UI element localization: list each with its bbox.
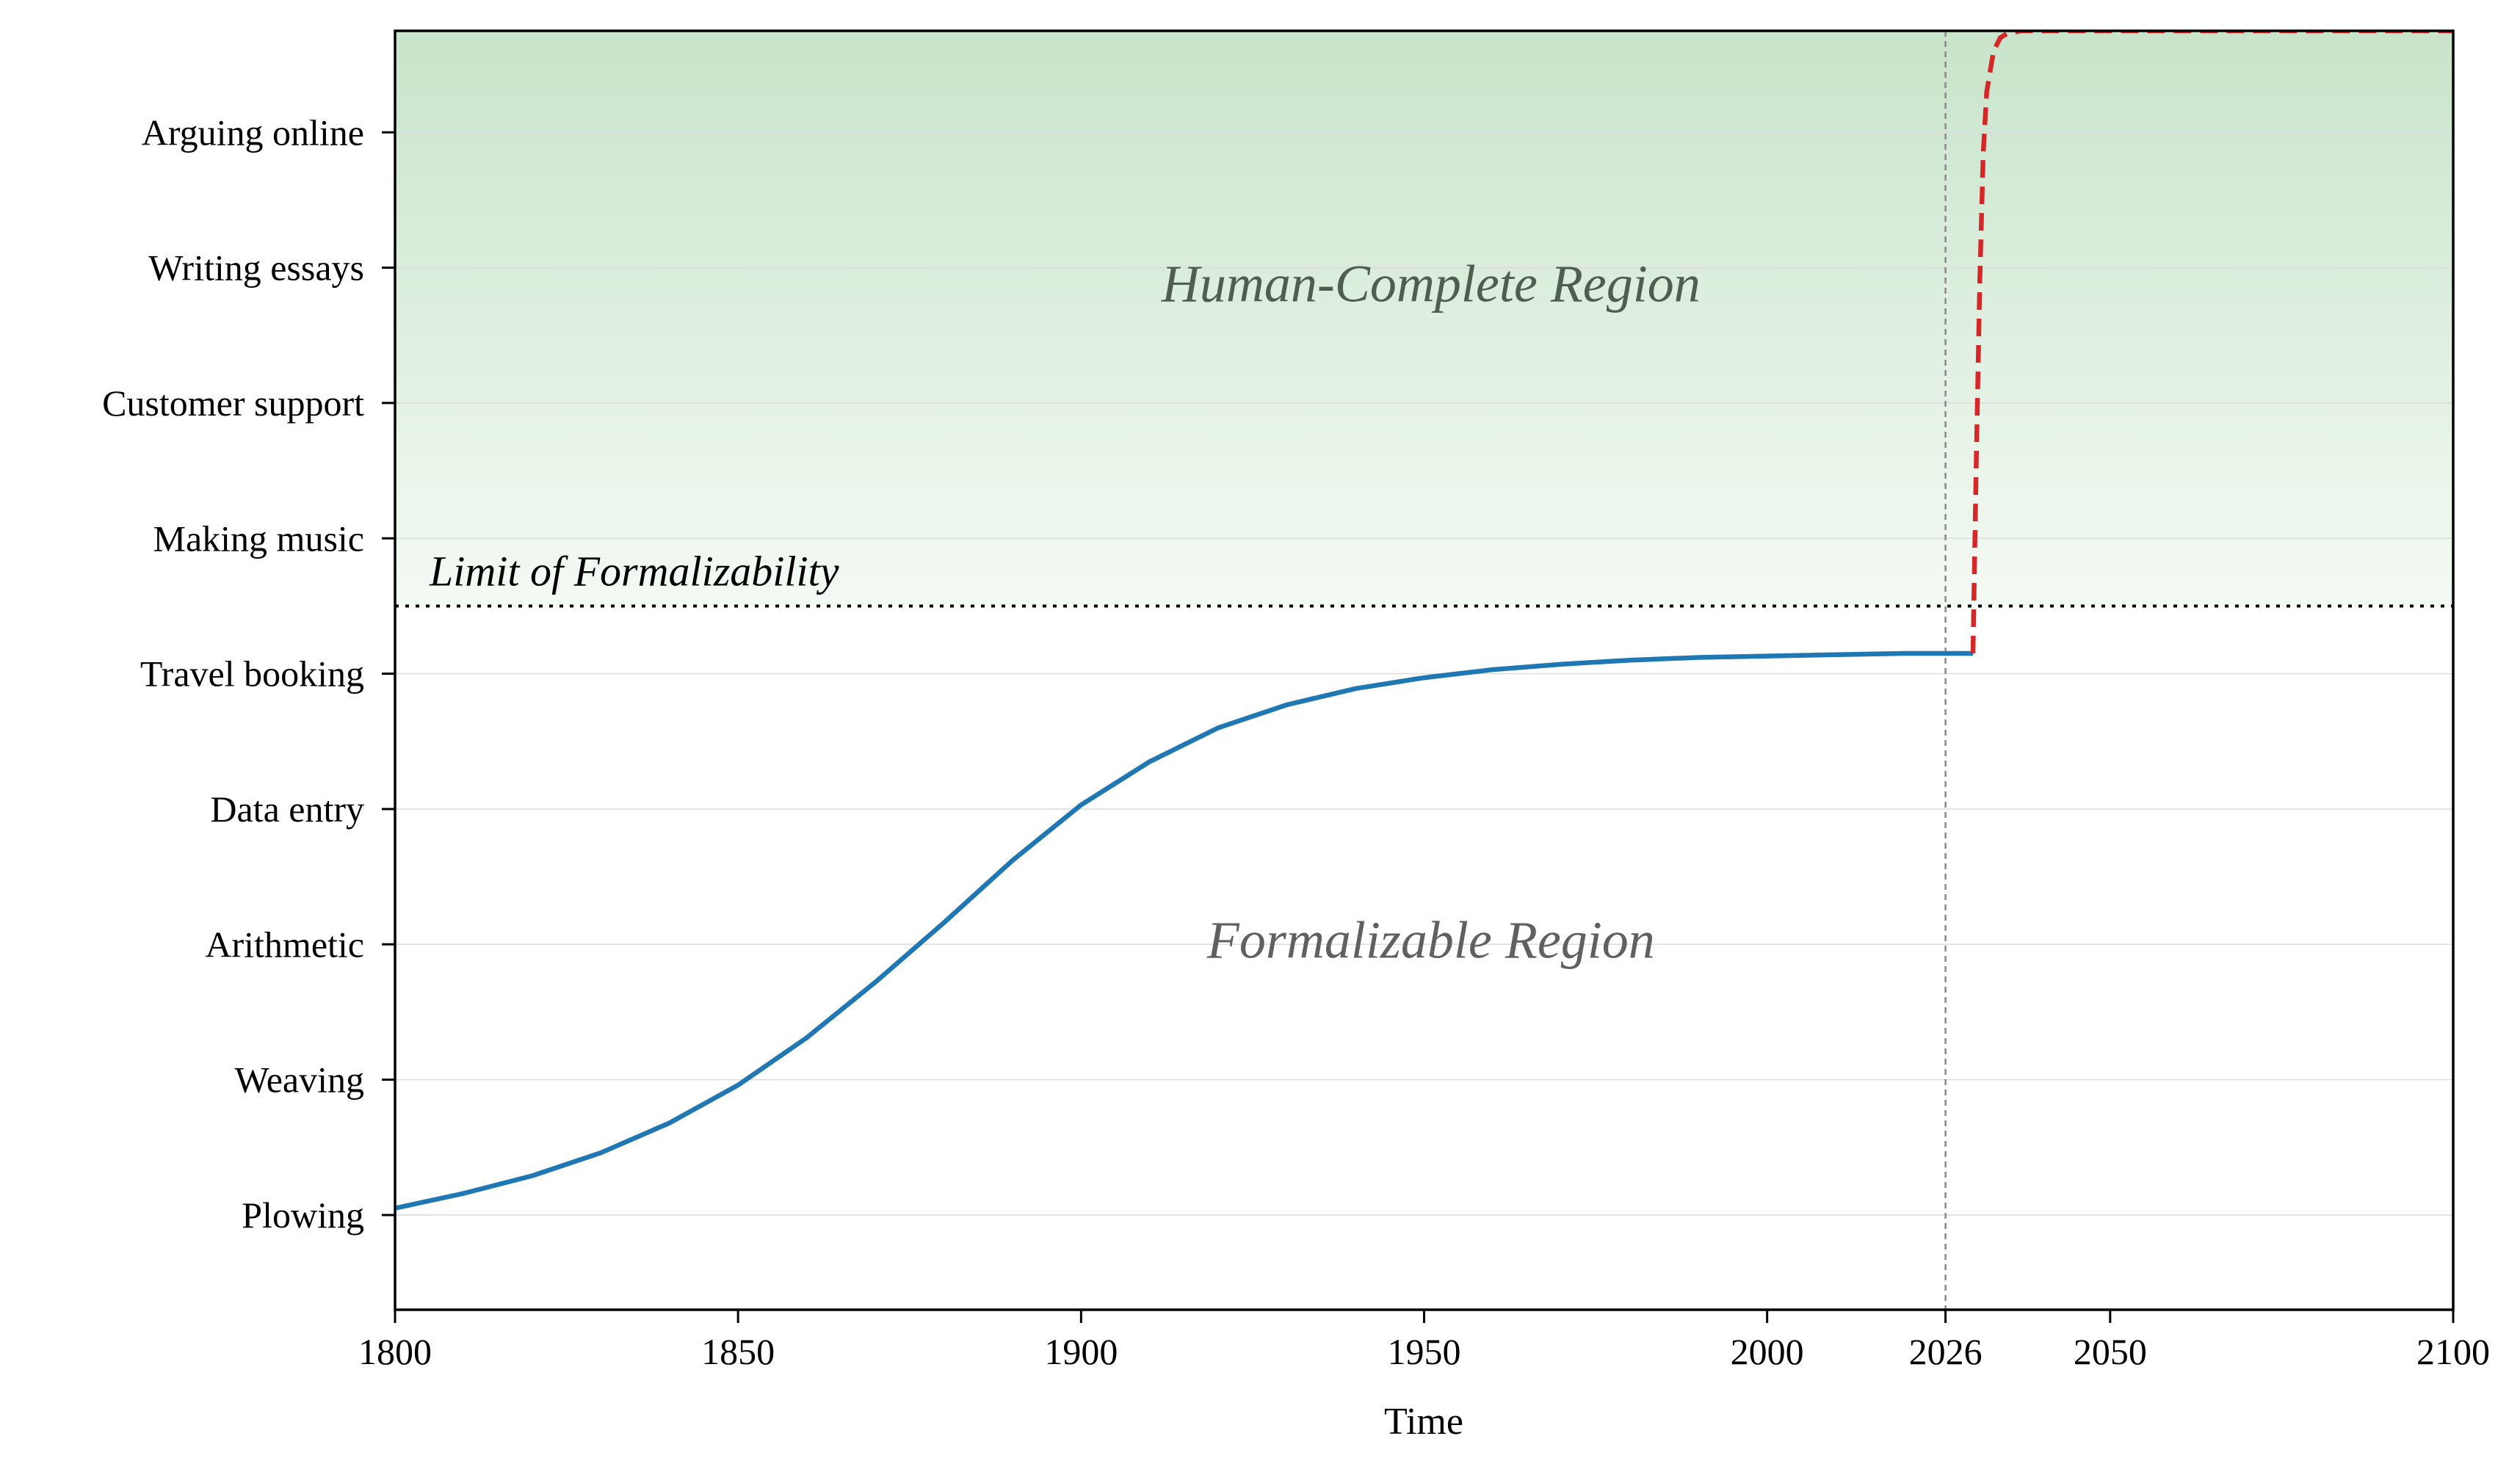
limit-of-formalizability-label: Limit of Formalizability	[429, 547, 839, 595]
x-axis: 1800 1850 1900 1950 2000 2026 2050 2100	[358, 1310, 2490, 1372]
y-tick-label: Making music	[153, 518, 364, 559]
y-tick-label: Data entry	[210, 788, 364, 830]
y-tick-label: Plowing	[242, 1194, 364, 1236]
grid-lines	[395, 131, 2453, 1216]
x-tick-label: 1800	[358, 1331, 432, 1372]
progress-series-line	[395, 650, 1973, 1211]
y-tick-label: Travel booking	[140, 653, 364, 695]
series-group	[395, 31, 2453, 1211]
x-tick-label: 2026	[1909, 1331, 1983, 1372]
projection-series-line	[1970, 31, 2453, 654]
x-tick-label: 2100	[2416, 1331, 2490, 1372]
y-tick-label: Writing essays	[148, 247, 364, 289]
human-complete-region	[395, 31, 2453, 606]
y-tick-label: Arithmetic	[205, 924, 364, 965]
y-tick-label: Customer support	[102, 382, 364, 424]
x-tick-label: 2000	[1731, 1331, 1804, 1372]
x-axis-title: Time	[1384, 1401, 1463, 1443]
y-tick-label: Weaving	[235, 1059, 364, 1101]
y-tick-label: Arguing online	[142, 112, 364, 153]
x-tick-label: 2050	[2074, 1331, 2147, 1372]
formalizable-region-label: Formalizable Region	[1206, 911, 1655, 970]
y-axis: Plowing Weaving Arithmetic Data entry Travel…	[102, 112, 395, 1236]
x-tick-label: 1950	[1388, 1331, 1461, 1372]
human-complete-region-label: Human-Complete Region	[1161, 255, 1701, 313]
x-tick-label: 1850	[701, 1331, 775, 1372]
x-tick-label: 1900	[1044, 1331, 1118, 1372]
